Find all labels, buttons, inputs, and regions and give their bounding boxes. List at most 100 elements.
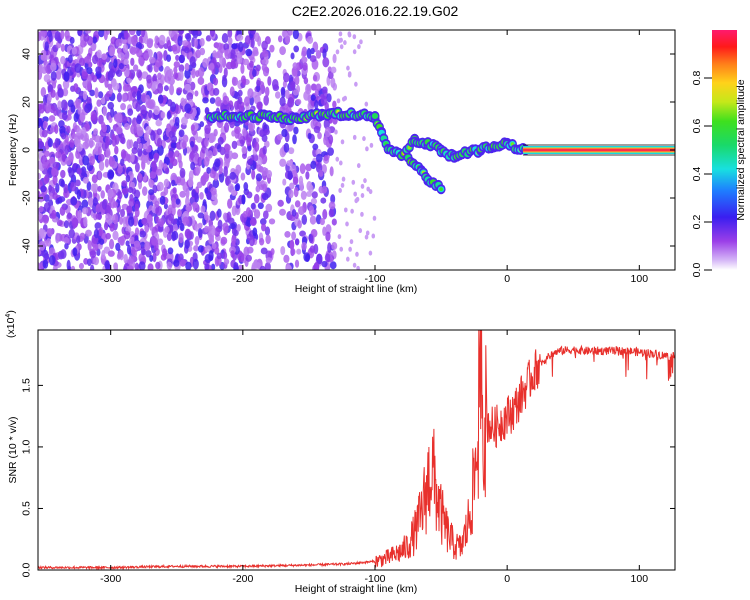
spectrogram-cell xyxy=(202,199,207,207)
spectrogram-cell xyxy=(164,167,170,175)
spectrogram-cell xyxy=(306,35,314,44)
spectrogram-cell xyxy=(284,89,290,99)
spectrogram-cell xyxy=(108,87,114,95)
spectrogram-cell xyxy=(136,90,141,101)
spectrogram-cell xyxy=(322,48,327,59)
spectrogram-cell xyxy=(50,70,57,81)
spectrogram-cell xyxy=(212,178,220,189)
spectrogram-y-label: Frequency (Hz) xyxy=(7,114,19,186)
spectrogram-cell xyxy=(67,212,72,220)
spectrogram-cells xyxy=(38,30,377,270)
spectrogram-cell xyxy=(230,250,235,258)
spectrogram-cell xyxy=(145,146,152,153)
spectrogram-cell xyxy=(112,230,119,241)
spectrogram-cell xyxy=(151,83,156,92)
spectrogram-cell xyxy=(340,182,345,188)
spectrogram-cell xyxy=(70,265,76,270)
spectrogram-cell xyxy=(185,261,192,270)
spectrogram-cell xyxy=(313,262,320,270)
ridge-tail-core xyxy=(523,148,675,152)
spectrogram-cell xyxy=(123,58,129,66)
spectrogram-cell xyxy=(45,103,51,114)
spectrogram-cell xyxy=(86,67,93,75)
spectrogram-cell xyxy=(202,97,209,104)
spectrogram-cell xyxy=(265,257,273,264)
spectrogram-cell xyxy=(266,170,273,178)
spectrogram-cell xyxy=(247,144,252,152)
spectrogram-cell xyxy=(287,96,295,108)
spectrogram-cell xyxy=(147,263,154,270)
spectrogram-cell xyxy=(40,30,47,37)
spectrogram-cell xyxy=(208,250,214,262)
spectrogram-cell xyxy=(114,134,120,145)
spectrogram-cell xyxy=(339,246,344,252)
spectrogram-cell xyxy=(167,99,173,107)
spectrogram-cell xyxy=(153,152,160,161)
spectrogram-cell xyxy=(202,57,209,68)
spectrogram-cell xyxy=(115,69,123,77)
spectrogram-cell xyxy=(89,250,97,259)
spectrogram-cell xyxy=(67,54,73,64)
spectrogram-cell xyxy=(287,170,293,181)
spectrogram-cell xyxy=(43,202,51,212)
spectrogram-cell xyxy=(310,198,318,205)
spectrogram-cell xyxy=(175,198,181,205)
spectrogram-cell xyxy=(47,138,53,148)
spectrogram-cell xyxy=(134,162,140,173)
spectrogram-cell xyxy=(93,135,101,143)
spectrogram-cell xyxy=(256,164,262,172)
spectrogram-cell xyxy=(96,99,102,107)
spectrogram-cell xyxy=(80,166,87,177)
spectrogram-cell xyxy=(324,127,331,138)
spectrogram-cell xyxy=(199,192,204,200)
spectrogram-cell xyxy=(94,222,102,230)
spectrogram-cell xyxy=(49,105,56,114)
spectrogram-cell xyxy=(212,147,218,156)
spectrogram-cell xyxy=(97,170,102,181)
spectrogram-cell xyxy=(328,201,336,210)
spectrogram-cell xyxy=(60,56,66,65)
x-tick-label: 0 xyxy=(504,573,510,585)
spectrogram-cell xyxy=(177,35,183,47)
spectrogram-cell xyxy=(38,205,44,213)
spectrogram-cell xyxy=(276,133,283,141)
spectrogram-cell xyxy=(265,234,271,245)
spectrogram-cell xyxy=(137,146,143,157)
spectrogram-cell xyxy=(210,186,217,196)
spectrogram-cell xyxy=(243,246,250,257)
spectrogram-cell xyxy=(54,124,59,134)
spectrogram-cell xyxy=(148,189,155,196)
spectrogram-cell xyxy=(132,215,139,227)
spectrogram-cell xyxy=(78,57,86,67)
spectrogram-cell xyxy=(172,187,177,194)
spectrogram-cell xyxy=(130,123,138,135)
spectrogram-cell xyxy=(269,44,275,53)
spectrogram-cell xyxy=(242,78,247,86)
x-tick-label: 0 xyxy=(504,273,510,285)
spectrogram-cell xyxy=(211,263,216,270)
spectrogram-cell xyxy=(104,260,110,269)
spectrogram-cell xyxy=(180,97,186,107)
spectrogram-cell xyxy=(292,176,299,186)
spectrogram-cell xyxy=(222,74,227,82)
spectrogram-cell xyxy=(48,115,56,122)
spectrogram-cell xyxy=(52,174,58,186)
spectrogram-cell xyxy=(238,252,245,263)
spectrogram-cell xyxy=(316,253,323,265)
spectrogram-cell xyxy=(289,239,295,251)
spectrogram-cell xyxy=(92,36,98,44)
spectrogram-cell xyxy=(109,156,116,167)
spectrogram-cell xyxy=(115,112,123,123)
spectrogram-cell xyxy=(191,201,199,209)
spectrogram-cell xyxy=(60,43,66,52)
spectrogram-cell xyxy=(319,217,325,226)
spectrogram-cell xyxy=(112,82,120,91)
spectrogram-cell xyxy=(130,57,135,66)
spectrogram-cell xyxy=(105,232,111,240)
colorbar-tick-label: 0.2 xyxy=(691,215,703,230)
spectrogram-cell xyxy=(338,37,342,43)
spectrogram-cell xyxy=(310,160,317,170)
spectrogram-cell xyxy=(234,238,240,246)
spectrogram-cell xyxy=(222,95,230,105)
